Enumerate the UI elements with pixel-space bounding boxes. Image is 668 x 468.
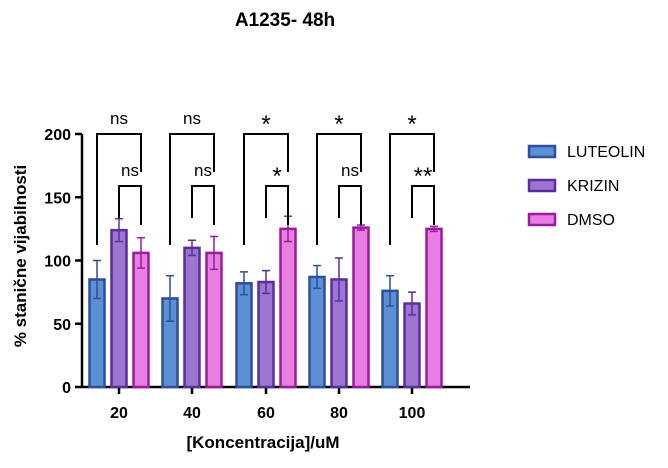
- x-tick-label: 40: [183, 405, 201, 422]
- significance-bracket: [243, 133, 289, 245]
- significance-bracket: [96, 133, 142, 245]
- bar-dmso: [205, 251, 223, 389]
- significance-label: *: [407, 111, 416, 138]
- x-axis-title: [Koncentracija]/uM: [186, 433, 339, 452]
- chart-title: A1235- 48h: [235, 10, 335, 31]
- bar-dmso: [425, 227, 443, 389]
- significance-label: ns: [110, 109, 128, 128]
- legend-swatch-luteolin: [527, 144, 557, 159]
- y-tick-label: 50: [53, 317, 71, 334]
- y-tick-label: 100: [44, 254, 71, 271]
- significance-bracket: [265, 185, 289, 225]
- significance-bracket: [338, 185, 362, 225]
- significance-label: ns: [341, 161, 359, 180]
- legend-swatch-dmso: [527, 212, 557, 227]
- significance-bracket: [389, 133, 435, 245]
- significance-bracket: [191, 185, 215, 225]
- bar-krizin: [257, 280, 275, 389]
- significance-bracket: [316, 133, 362, 245]
- significance-label: *: [261, 111, 270, 138]
- x-tick-label: 80: [330, 405, 348, 422]
- bar-dmso: [132, 251, 150, 389]
- significance-label: ns: [121, 161, 139, 180]
- x-tick-label: 20: [110, 405, 128, 422]
- legend-label-krizin: KRIZIN: [567, 178, 619, 195]
- bar-dmso: [279, 227, 297, 389]
- bar-krizin: [403, 302, 421, 389]
- significance-label: *: [272, 163, 281, 190]
- significance-label: **: [414, 163, 433, 190]
- legend-label-dmso: DMSO: [567, 212, 615, 229]
- significance-bracket: [169, 133, 215, 245]
- y-tick-label: 150: [44, 190, 71, 207]
- bar-krizin: [183, 246, 201, 389]
- bar-luteolin: [235, 282, 253, 389]
- y-tick-label: 0: [62, 380, 71, 397]
- significance-bracket: [411, 185, 435, 225]
- bar-dmso: [352, 226, 370, 389]
- legend-swatch-krizin: [527, 178, 557, 193]
- x-tick-label: 60: [257, 405, 275, 422]
- significance-label: ns: [194, 161, 212, 180]
- significance-bracket: [118, 185, 142, 225]
- x-tick-label: 100: [399, 405, 426, 422]
- significance-label: ns: [183, 109, 201, 128]
- bar-krizin: [110, 228, 128, 389]
- legend-label-luteolin: LUTEOLIN: [567, 144, 645, 161]
- y-axis-title: % stanične vijabilnosti: [11, 165, 30, 347]
- bar-luteolin: [308, 275, 326, 389]
- significance-label: *: [334, 111, 343, 138]
- y-tick-label: 200: [44, 127, 71, 144]
